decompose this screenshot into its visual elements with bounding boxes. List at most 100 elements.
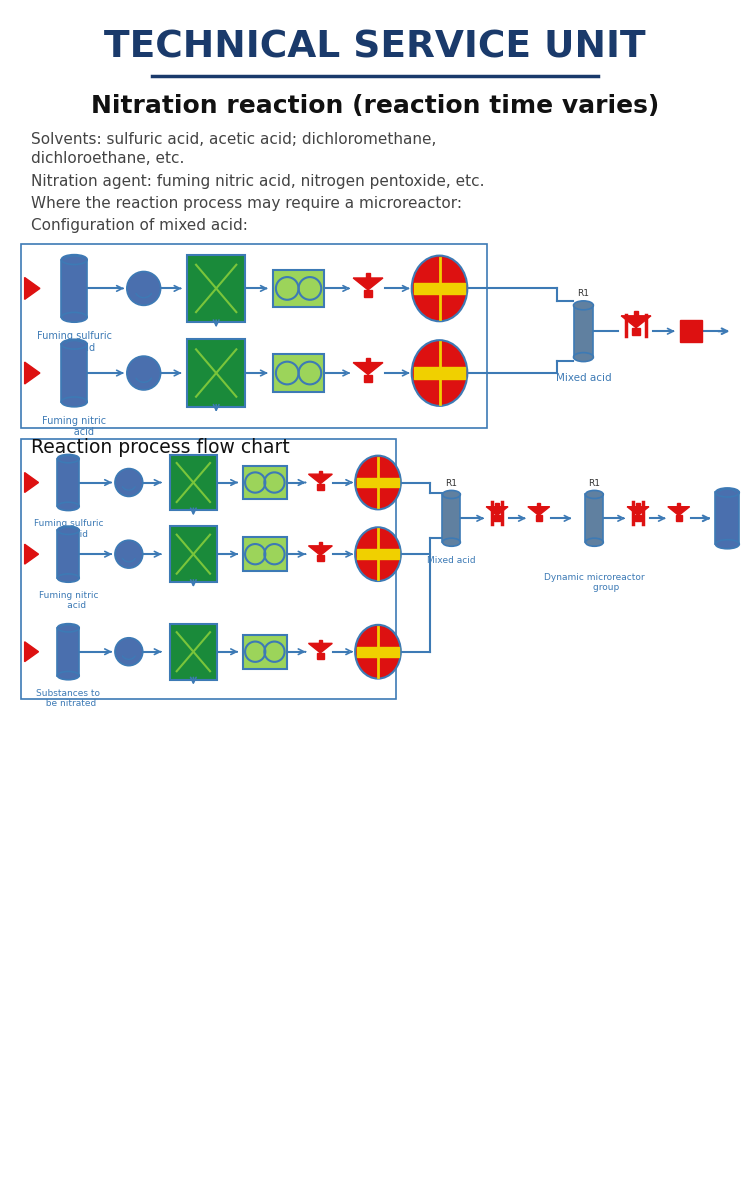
Bar	[632, 327, 640, 336]
Bar	[677, 504, 680, 507]
Bar	[188, 339, 245, 407]
Bar	[357, 647, 399, 656]
Polygon shape	[627, 507, 649, 515]
Bar	[319, 470, 322, 474]
Bar	[366, 358, 370, 363]
Ellipse shape	[62, 339, 87, 349]
Bar	[634, 311, 638, 316]
Bar	[319, 639, 322, 643]
Bar	[21, 243, 488, 428]
Bar	[57, 459, 80, 506]
Bar	[537, 504, 541, 507]
Bar	[364, 290, 372, 298]
Ellipse shape	[356, 625, 401, 678]
Ellipse shape	[586, 538, 603, 546]
Bar	[574, 305, 593, 357]
Text: TECHNICAL SERVICE UNIT: TECHNICAL SERVICE UNIT	[104, 30, 646, 66]
Ellipse shape	[716, 488, 740, 496]
Bar	[442, 494, 460, 543]
Ellipse shape	[57, 502, 80, 511]
Circle shape	[115, 468, 142, 496]
Bar	[496, 504, 499, 507]
Bar	[170, 526, 217, 582]
Polygon shape	[25, 544, 38, 564]
Bar	[494, 515, 500, 521]
Polygon shape	[621, 316, 651, 327]
Bar	[676, 515, 682, 521]
Polygon shape	[528, 507, 550, 515]
Text: Fuming sulfuric
       acid: Fuming sulfuric acid	[37, 331, 112, 352]
Bar	[21, 439, 396, 700]
Bar	[586, 494, 603, 543]
Polygon shape	[25, 642, 38, 662]
Circle shape	[115, 540, 142, 569]
Circle shape	[115, 638, 142, 665]
Bar	[243, 635, 286, 669]
Text: R1: R1	[446, 479, 458, 488]
Bar	[635, 515, 641, 521]
Text: Nitration agent: fuming nitric acid, nitrogen pentoxide, etc.: Nitration agent: fuming nitric acid, nit…	[31, 174, 484, 189]
Bar	[243, 538, 286, 571]
Bar	[414, 368, 465, 379]
Ellipse shape	[574, 301, 593, 310]
Bar	[414, 282, 465, 294]
Text: R1: R1	[588, 479, 600, 488]
Ellipse shape	[412, 340, 467, 405]
Polygon shape	[25, 473, 38, 493]
Text: dichloroethane, etc.: dichloroethane, etc.	[31, 151, 184, 167]
Text: R1: R1	[578, 290, 590, 298]
Text: Substances to
  be nitrated: Substances to be nitrated	[36, 689, 100, 708]
Bar	[170, 624, 217, 680]
Polygon shape	[353, 278, 383, 290]
Ellipse shape	[62, 397, 87, 407]
Bar	[366, 273, 370, 278]
Polygon shape	[308, 546, 332, 556]
Polygon shape	[25, 278, 40, 299]
Ellipse shape	[57, 574, 80, 583]
Ellipse shape	[412, 255, 467, 322]
Circle shape	[127, 272, 160, 305]
Bar	[62, 260, 87, 317]
Bar	[357, 478, 399, 487]
Text: Fuming sulfuric
       acid: Fuming sulfuric acid	[34, 519, 103, 539]
Ellipse shape	[62, 254, 87, 265]
Bar	[319, 543, 322, 546]
Bar	[317, 556, 324, 561]
Polygon shape	[486, 507, 508, 515]
Circle shape	[127, 356, 160, 390]
Ellipse shape	[356, 527, 401, 582]
Bar	[243, 466, 286, 500]
Text: Where the reaction process may require a microreactor:: Where the reaction process may require a…	[31, 196, 461, 210]
Text: Fuming nitric
      acid: Fuming nitric acid	[38, 591, 98, 610]
Ellipse shape	[442, 491, 460, 499]
Ellipse shape	[62, 312, 87, 323]
Ellipse shape	[716, 540, 740, 548]
Text: Solvents: sulfuric acid, acetic acid; dichloromethane,: Solvents: sulfuric acid, acetic acid; di…	[31, 132, 436, 148]
Text: Reaction process flow chart: Reaction process flow chart	[31, 437, 290, 456]
Text: Fuming nitric
      acid: Fuming nitric acid	[42, 416, 106, 437]
Bar	[364, 375, 372, 382]
Ellipse shape	[57, 454, 80, 463]
Bar	[317, 483, 324, 489]
Polygon shape	[353, 363, 383, 375]
Bar	[62, 344, 87, 402]
Polygon shape	[668, 507, 690, 515]
Bar	[170, 455, 217, 511]
Bar	[273, 269, 325, 307]
Text: Configuration of mixed acid:: Configuration of mixed acid:	[31, 217, 248, 233]
Polygon shape	[25, 362, 40, 384]
Ellipse shape	[574, 352, 593, 362]
Ellipse shape	[442, 538, 460, 546]
Bar	[273, 355, 325, 392]
Bar	[317, 652, 324, 658]
Polygon shape	[308, 643, 332, 652]
Text: Nitration reaction (reaction time varies): Nitration reaction (reaction time varies…	[91, 95, 659, 118]
Ellipse shape	[57, 526, 80, 534]
Text: Mixed acid: Mixed acid	[427, 557, 476, 565]
Ellipse shape	[356, 455, 401, 509]
Bar	[57, 531, 80, 578]
Text: Mixed acid: Mixed acid	[556, 374, 611, 383]
Bar	[680, 320, 701, 342]
Bar	[716, 493, 740, 544]
Ellipse shape	[57, 624, 80, 632]
